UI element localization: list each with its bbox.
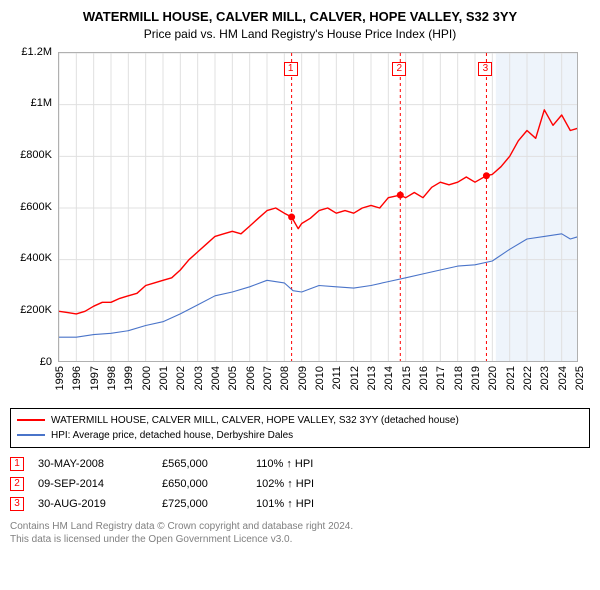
price-chart: £0 £200K £400K £600K £800K £1M £1.2M 1995 1996 19…: [10, 46, 590, 406]
sale-marker-icon: 2: [392, 62, 406, 76]
legend-label: HPI: Average price, detached house, Derb…: [51, 428, 293, 443]
legend-swatch: [17, 434, 45, 436]
sale-pct: 110% ↑ HPI: [256, 458, 366, 470]
sale-price: £565,000: [162, 458, 242, 470]
sale-marker-icon: 3: [10, 497, 24, 511]
x-tick-label: 2004: [210, 366, 222, 390]
y-tick-label: £800K: [10, 149, 52, 161]
sale-date: 30-AUG-2019: [38, 498, 148, 510]
x-tick-label: 2021: [505, 366, 517, 390]
x-tick-label: 2025: [574, 366, 586, 390]
legend-label: WATERMILL HOUSE, CALVER MILL, CALVER, HO…: [51, 413, 459, 428]
footer-line: Contains HM Land Registry data © Crown c…: [10, 520, 590, 533]
y-tick-label: £0: [10, 356, 52, 368]
sale-price: £725,000: [162, 498, 242, 510]
x-tick-label: 1999: [123, 366, 135, 390]
legend-item: HPI: Average price, detached house, Derb…: [17, 428, 583, 443]
y-tick-label: £200K: [10, 304, 52, 316]
x-tick-label: 2009: [297, 366, 309, 390]
chart-subtitle: Price paid vs. HM Land Registry's House …: [10, 26, 590, 42]
footer-line: This data is licensed under the Open Gov…: [10, 533, 590, 546]
x-tick-label: 2024: [557, 366, 569, 390]
x-tick-label: 1998: [106, 366, 118, 390]
x-tick-label: 2015: [401, 366, 413, 390]
sale-date: 09-SEP-2014: [38, 478, 148, 490]
x-tick-label: 1997: [89, 366, 101, 390]
legend: WATERMILL HOUSE, CALVER MILL, CALVER, HO…: [10, 408, 590, 448]
x-tick-label: 2005: [227, 366, 239, 390]
sale-price: £650,000: [162, 478, 242, 490]
chart-title: WATERMILL HOUSE, CALVER MILL, CALVER, HO…: [10, 8, 590, 26]
x-tick-label: 2007: [262, 366, 274, 390]
x-tick-label: 1996: [71, 366, 83, 390]
sales-row: 3 30-AUG-2019 £725,000 101% ↑ HPI: [10, 494, 590, 514]
x-tick-label: 2006: [245, 366, 257, 390]
x-tick-label: 2012: [349, 366, 361, 390]
x-tick-label: 2003: [193, 366, 205, 390]
x-tick-label: 2013: [366, 366, 378, 390]
x-tick-label: 2018: [453, 366, 465, 390]
x-tick-label: 2016: [418, 366, 430, 390]
sale-pct: 102% ↑ HPI: [256, 478, 366, 490]
x-tick-label: 2008: [279, 366, 291, 390]
x-tick-label: 2020: [487, 366, 499, 390]
x-tick-label: 2019: [470, 366, 482, 390]
x-tick-label: 2014: [383, 366, 395, 390]
y-tick-label: £1M: [10, 97, 52, 109]
x-tick-label: 2002: [175, 366, 187, 390]
sales-row: 2 09-SEP-2014 £650,000 102% ↑ HPI: [10, 474, 590, 494]
sale-date: 30-MAY-2008: [38, 458, 148, 470]
sale-pct: 101% ↑ HPI: [256, 498, 366, 510]
sale-marker-icon: 1: [10, 457, 24, 471]
page: WATERMILL HOUSE, CALVER MILL, CALVER, HO…: [0, 0, 600, 590]
x-tick-label: 2000: [141, 366, 153, 390]
x-tick-label: 2011: [331, 366, 343, 390]
plot-area: [58, 52, 578, 362]
sale-marker-icon: 3: [478, 62, 492, 76]
sale-marker-icon: 1: [284, 62, 298, 76]
x-tick-label: 2017: [435, 366, 447, 390]
x-tick-label: 1995: [54, 366, 66, 390]
attribution-footer: Contains HM Land Registry data © Crown c…: [10, 520, 590, 546]
sale-marker-icon: 2: [10, 477, 24, 491]
x-tick-label: 2001: [158, 366, 170, 390]
legend-swatch: [17, 419, 45, 421]
y-tick-label: £400K: [10, 252, 52, 264]
y-tick-label: £600K: [10, 201, 52, 213]
sales-table: 1 30-MAY-2008 £565,000 110% ↑ HPI 2 09-S…: [10, 454, 590, 514]
sales-row: 1 30-MAY-2008 £565,000 110% ↑ HPI: [10, 454, 590, 474]
x-tick-label: 2023: [539, 366, 551, 390]
y-tick-label: £1.2M: [10, 46, 52, 58]
x-tick-label: 2010: [314, 366, 326, 390]
x-tick-label: 2022: [522, 366, 534, 390]
legend-item: WATERMILL HOUSE, CALVER MILL, CALVER, HO…: [17, 413, 583, 428]
